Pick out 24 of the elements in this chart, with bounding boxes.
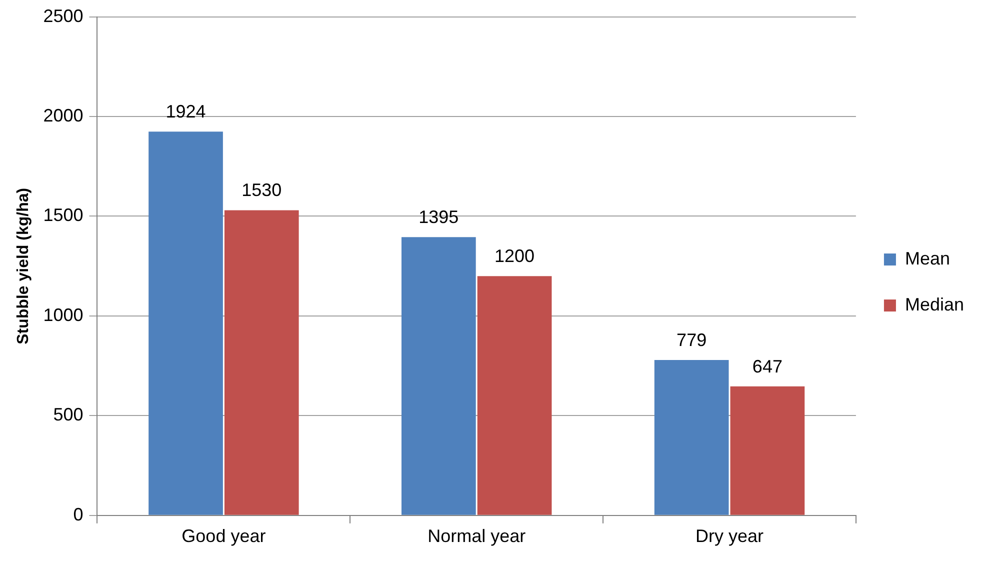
data-label: 1395 xyxy=(418,207,459,228)
y-tick-label: 1000 xyxy=(43,304,84,325)
y-tick-label: 2000 xyxy=(43,105,84,126)
data-label: 1924 xyxy=(166,102,206,122)
bar xyxy=(730,386,805,515)
bar xyxy=(477,276,552,515)
y-tick-label: 0 xyxy=(73,504,84,524)
x-tick-label: Normal year xyxy=(428,526,526,546)
legend-label: Median xyxy=(904,294,964,314)
data-label: 647 xyxy=(752,356,782,376)
data-label: 1530 xyxy=(242,180,282,200)
x-tick-label: Dry year xyxy=(696,526,764,546)
data-label: 779 xyxy=(676,330,707,350)
bar xyxy=(401,237,476,515)
y-axis-title: Stubble yield (kg/ha) xyxy=(15,188,32,344)
data-label: 1200 xyxy=(494,246,535,266)
y-tick-label: 2500 xyxy=(43,6,84,26)
bar xyxy=(148,132,223,515)
y-tick-label: 1500 xyxy=(43,205,84,226)
legend-label: Mean xyxy=(904,248,950,268)
y-tick-label: 500 xyxy=(53,404,84,425)
bar xyxy=(224,210,299,515)
x-tick-label: Good year xyxy=(182,526,266,546)
bar xyxy=(654,360,729,515)
